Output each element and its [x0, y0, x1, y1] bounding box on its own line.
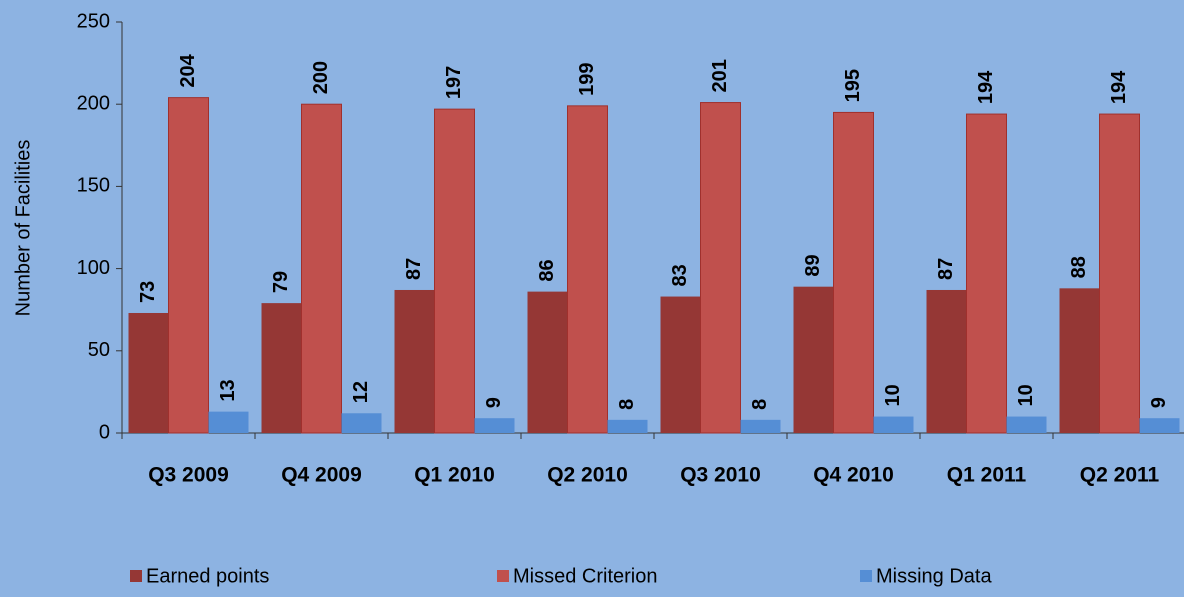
bar [793, 286, 834, 433]
y-tick-label: 150 [77, 175, 110, 197]
bar [873, 416, 914, 433]
bar [434, 108, 475, 434]
bar [168, 97, 209, 434]
bar [1059, 288, 1100, 433]
bar [926, 289, 967, 433]
bar [1139, 418, 1180, 433]
legend-label: Missed Criterion [513, 565, 657, 587]
y-tick-label: 0 [99, 421, 110, 443]
bar [527, 291, 568, 433]
data-label: 197 [443, 66, 465, 99]
data-label: 9 [1148, 397, 1170, 408]
bar [740, 419, 781, 433]
data-label: 204 [177, 53, 199, 87]
data-label: 10 [882, 384, 904, 406]
data-label: 79 [270, 271, 292, 293]
bar [660, 296, 701, 433]
data-label: 87 [935, 258, 957, 280]
data-label: 201 [709, 59, 731, 92]
bar [567, 105, 608, 434]
bar [966, 113, 1007, 434]
legend-swatch [497, 570, 509, 582]
data-label: 199 [576, 62, 598, 95]
x-tick-label: Q1 2010 [414, 464, 495, 487]
x-tick-label: Q2 2010 [547, 464, 628, 487]
y-tick-label: 250 [77, 10, 110, 32]
bar [128, 312, 169, 433]
x-tick-label: Q3 2009 [148, 464, 229, 487]
data-label: 83 [669, 264, 691, 286]
bar [1006, 416, 1047, 433]
y-axis-label: Number of Facilities [12, 140, 34, 317]
data-label: 200 [310, 61, 332, 94]
x-tick-label: Q4 2009 [281, 464, 362, 487]
x-tick-label: Q1 2011 [947, 464, 1027, 487]
data-label: 8 [616, 399, 638, 410]
bar [700, 102, 741, 434]
bar [261, 303, 302, 433]
bar [833, 111, 874, 434]
data-label: 87 [403, 258, 425, 280]
y-tick-label: 50 [88, 339, 110, 361]
legend-label: Earned points [146, 565, 269, 587]
data-label: 73 [137, 281, 159, 303]
data-label: 8 [749, 399, 771, 410]
bar [208, 411, 249, 433]
data-label: 10 [1015, 384, 1037, 406]
data-label: 195 [842, 69, 864, 102]
legend-label: Missing Data [876, 565, 992, 587]
data-label: 89 [802, 254, 824, 276]
x-tick-label: Q4 2010 [813, 464, 894, 487]
y-tick-label: 200 [77, 92, 110, 114]
data-label: 194 [1108, 70, 1130, 104]
bar [301, 103, 342, 434]
x-tick-label: Q2 2011 [1080, 464, 1160, 487]
x-tick-label: Q3 2010 [680, 464, 761, 487]
data-label: 86 [536, 259, 558, 281]
data-label: 13 [217, 379, 239, 401]
legend-swatch [860, 570, 872, 582]
data-label: 194 [975, 70, 997, 104]
data-label: 12 [350, 381, 372, 403]
bar [341, 413, 382, 433]
legend-swatch [130, 570, 142, 582]
bar [607, 419, 648, 433]
y-tick-label: 100 [77, 257, 110, 279]
bar [474, 418, 515, 433]
data-label: 88 [1068, 256, 1090, 278]
data-label: 9 [483, 397, 505, 408]
bar [1099, 113, 1140, 434]
bar [394, 289, 435, 433]
